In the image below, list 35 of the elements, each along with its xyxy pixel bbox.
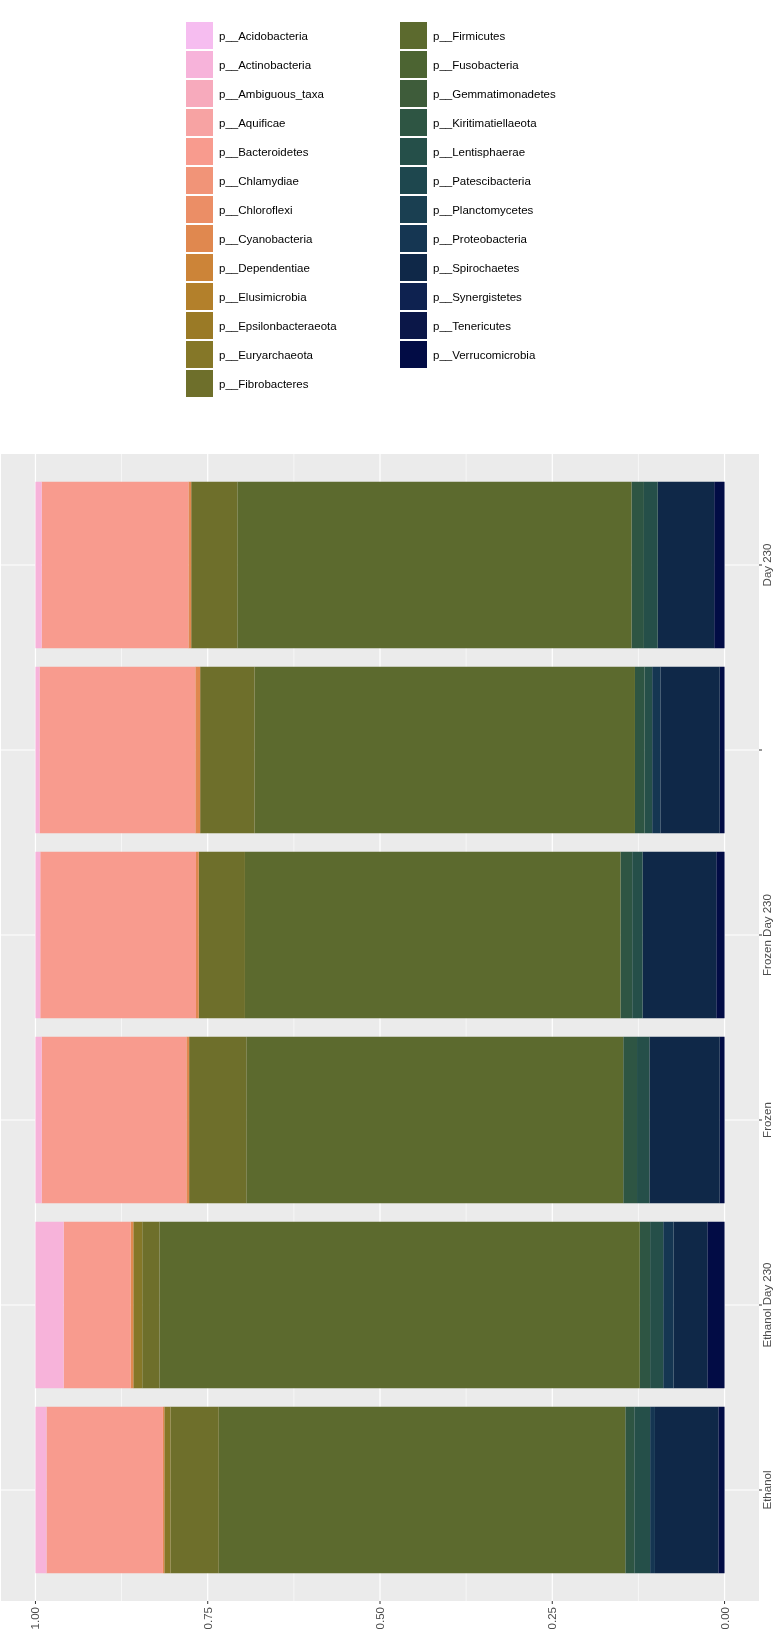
x-tick-label: 0.75	[201, 1607, 214, 1630]
legend-label: p__Verrucomicrobia	[433, 348, 536, 361]
legend-label: p__Cyanobacteria	[219, 232, 313, 245]
legend-label: p__Actinobacteria	[219, 58, 312, 71]
legend-label: p__Ambiguous_taxa	[219, 87, 325, 100]
legend-label: p__Kiritimatiellaeota	[433, 116, 538, 129]
legend-label: p__Proteobacteria	[433, 232, 528, 245]
legend-label: p__Epsilonbacteraeota	[219, 319, 338, 332]
legend-label: p__Bacteroidetes	[219, 145, 309, 158]
legend-label: p__Fusobacteria	[433, 58, 520, 71]
legend-label: p__Lentisphaerae	[433, 145, 526, 158]
legend-label: p__Chloroflexi	[219, 203, 293, 216]
legend-label: p__Firmicutes	[433, 29, 506, 42]
x-tick-label: 1.00	[29, 1607, 42, 1630]
y-tick-label: Ethanol Day 230	[761, 1262, 773, 1348]
legend-label: p__Gemmatimonadetes	[433, 87, 556, 100]
legend-label: p__Planctomycetes	[433, 203, 534, 216]
legend-label: p__Synergistetes	[433, 290, 523, 303]
legend-label: p__Aquificae	[219, 116, 286, 129]
x-tick-label: 0.50	[374, 1607, 386, 1630]
y-tick-label: Frozen	[761, 1102, 773, 1138]
legend-label: p__Chlamydiae	[219, 174, 299, 187]
legend-label: p__Acidobacteria	[219, 29, 309, 42]
y-tick-label: Frozen Day 230	[761, 894, 773, 976]
legend-label: p__Euryarchaeota	[219, 348, 314, 361]
x-tick-label: 0.00	[718, 1607, 731, 1630]
y-tick-label: Day 230	[761, 543, 773, 587]
x-tick-label: 0.25	[546, 1607, 559, 1630]
legend-label: p__Spirochaetes	[433, 261, 520, 274]
legend-label: p__Patescibacteria	[433, 174, 532, 187]
legend-label: p__Dependentiae	[219, 261, 310, 274]
legend-label: p__Elusimicrobia	[219, 290, 308, 303]
y-tick-label: Ethanol	[761, 1470, 773, 1510]
legend-label: p__Tenericutes	[433, 319, 512, 332]
legend-label: p__Fibrobacteres	[219, 377, 309, 390]
